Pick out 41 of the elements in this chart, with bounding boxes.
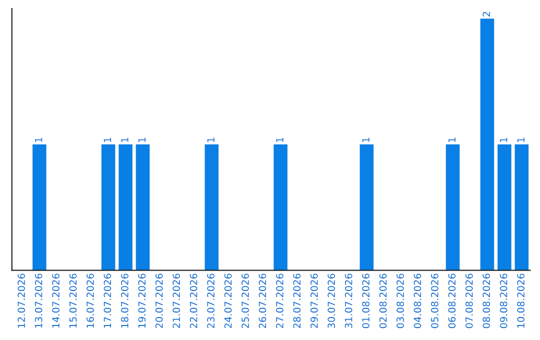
- x-tick-label: 29.07.2026: [310, 274, 318, 328]
- x-tick-label: 08.08.2026: [482, 274, 490, 328]
- x-tick-label: 23.07.2026: [207, 274, 214, 328]
- data-label: 1: [207, 138, 214, 142]
- x-tick-label: 17.07.2026: [104, 274, 112, 328]
- x-tick-label: 14.07.2026: [52, 274, 60, 328]
- data-label: 1: [362, 138, 370, 142]
- x-tick-label: 12.07.2026: [18, 274, 26, 328]
- x-tick-label: 04.08.2026: [414, 274, 422, 328]
- x-tick-label: 06.08.2026: [448, 274, 456, 328]
- data-label: 1: [121, 138, 128, 142]
- x-tick-label: 19.07.2026: [138, 274, 146, 328]
- x-tick-label: 25.07.2026: [242, 274, 249, 328]
- x-tick-label: 30.07.2026: [328, 274, 336, 328]
- x-tick-label: 26.07.2026: [258, 274, 266, 328]
- x-tick-label: 18.07.2026: [121, 274, 128, 328]
- x-tick-label: 22.07.2026: [190, 274, 198, 328]
- x-tick-label: 20.07.2026: [155, 274, 163, 328]
- x-tick-label: 09.08.2026: [500, 274, 508, 328]
- data-label: 1: [138, 138, 146, 142]
- x-tick-label: 24.07.2026: [224, 274, 232, 328]
- x-tick-label: 31.07.2026: [344, 274, 352, 328]
- data-label: 1: [517, 138, 524, 142]
- data-label: 1: [104, 138, 112, 142]
- x-tick-label: 27.07.2026: [276, 274, 284, 328]
- data-label: 1: [500, 138, 508, 142]
- x-tick-label: 16.07.2026: [86, 274, 94, 328]
- data-label: 1: [276, 138, 284, 142]
- x-tick-label: 13.07.2026: [34, 274, 42, 328]
- x-tick-label: 01.08.2026: [362, 274, 370, 328]
- data-label: 1: [448, 138, 456, 142]
- data-label: 1: [35, 138, 42, 142]
- x-tick-label: 03.08.2026: [396, 274, 404, 328]
- x-tick-label: 07.08.2026: [465, 274, 473, 328]
- x-tick-label: 10.08.2026: [517, 274, 524, 328]
- x-tick-label: 02.08.2026: [379, 274, 387, 328]
- x-tick-label: 15.07.2026: [69, 274, 77, 328]
- x-tick-label: 21.07.2026: [172, 274, 180, 328]
- x-tick-label: 05.08.2026: [431, 274, 438, 328]
- x-tick-label: 28.07.2026: [293, 274, 301, 328]
- data-label: 2: [482, 12, 490, 16]
